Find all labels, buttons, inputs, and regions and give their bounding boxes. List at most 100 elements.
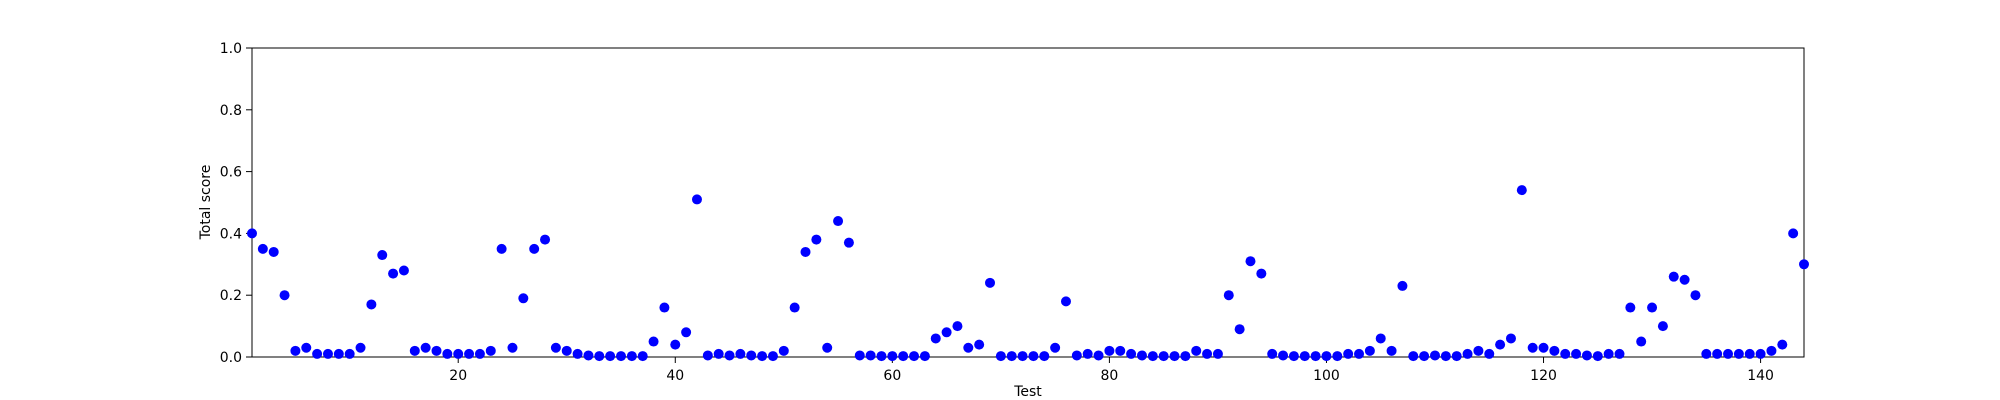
data-point [626, 351, 637, 362]
data-point [1516, 185, 1527, 196]
data-point [572, 348, 583, 359]
x-tick-label: 140 [1747, 368, 1774, 384]
data-point [811, 234, 822, 245]
data-point [974, 339, 985, 350]
data-point [1429, 350, 1440, 361]
data-point [659, 302, 670, 313]
data-point [1060, 296, 1071, 307]
data-point [1755, 348, 1766, 359]
data-point [1440, 351, 1451, 362]
data-point [778, 345, 789, 356]
data-point [681, 327, 692, 338]
data-point [724, 350, 735, 361]
data-point [583, 350, 594, 361]
data-point [561, 345, 572, 356]
y-tick-label: 0.6 [220, 165, 242, 181]
plot-area [251, 47, 1805, 358]
x-tick-label: 20 [449, 368, 467, 384]
data-point [1364, 345, 1375, 356]
data-point [507, 342, 518, 353]
data-point [1147, 351, 1158, 362]
y-axis-label: Total score [198, 165, 214, 241]
data-point [843, 237, 854, 248]
data-point [833, 216, 844, 227]
data-point [713, 348, 724, 359]
data-point [1484, 348, 1495, 359]
data-point [1571, 348, 1582, 359]
data-point [1581, 350, 1592, 361]
data-point [1744, 348, 1755, 359]
data-point [496, 243, 507, 254]
data-point [1202, 348, 1213, 359]
data-point [1462, 348, 1473, 359]
data-point [1592, 351, 1603, 362]
data-point [767, 351, 778, 362]
data-point [1017, 351, 1028, 362]
data-point [648, 336, 659, 347]
data-point [746, 350, 757, 361]
data-point [887, 351, 898, 362]
data-point [550, 342, 561, 353]
data-point [453, 348, 464, 359]
data-point [605, 351, 616, 362]
x-axis-label: Test [1013, 384, 1042, 400]
data-point [1354, 348, 1365, 359]
data-point [1712, 348, 1723, 359]
data-point [1115, 345, 1126, 356]
data-point [800, 246, 811, 257]
data-point [388, 268, 399, 279]
data-point [1679, 274, 1690, 285]
data-point [431, 345, 442, 356]
data-point [540, 234, 551, 245]
data-point [1332, 351, 1343, 362]
data-point [290, 345, 301, 356]
data-point [1212, 348, 1223, 359]
y-tick-label: 0.2 [220, 288, 242, 304]
data-point [691, 194, 702, 205]
data-point [247, 228, 257, 239]
data-point [702, 350, 713, 361]
data-point [876, 351, 887, 362]
data-point [333, 348, 344, 359]
data-point [789, 302, 800, 313]
data-point [1028, 351, 1039, 362]
data-point [1006, 351, 1017, 362]
y-tick-label: 0.0 [220, 350, 242, 366]
data-point [529, 243, 540, 254]
x-tick-label: 80 [1100, 368, 1118, 384]
data-point [1560, 348, 1571, 359]
data-point [398, 265, 409, 276]
data-point [1310, 351, 1321, 362]
data-point [409, 345, 420, 356]
data-point [1234, 324, 1245, 335]
data-point [1788, 228, 1799, 239]
data-point [1278, 350, 1289, 361]
data-point [257, 243, 268, 254]
data-point [1375, 333, 1386, 344]
data-point [952, 321, 963, 332]
data-point [637, 351, 648, 362]
data-point [1766, 345, 1777, 356]
data-point [420, 342, 431, 353]
data-point [464, 348, 475, 359]
data-point [268, 246, 279, 257]
data-point [312, 348, 323, 359]
data-point [963, 342, 974, 353]
data-point [301, 342, 312, 353]
data-point [1180, 351, 1191, 362]
x-tick-label: 40 [666, 368, 684, 384]
data-point [1223, 290, 1234, 301]
data-point [1256, 268, 1267, 279]
data-point [442, 348, 453, 359]
data-point [377, 250, 388, 261]
data-point [1158, 351, 1169, 362]
data-point [1538, 342, 1549, 353]
data-point [1777, 339, 1788, 350]
y-tick-label: 1.0 [220, 41, 242, 57]
data-point [1126, 348, 1137, 359]
data-point [1451, 351, 1462, 362]
data-point [854, 350, 865, 361]
data-point [355, 342, 366, 353]
data-point [1603, 348, 1614, 359]
